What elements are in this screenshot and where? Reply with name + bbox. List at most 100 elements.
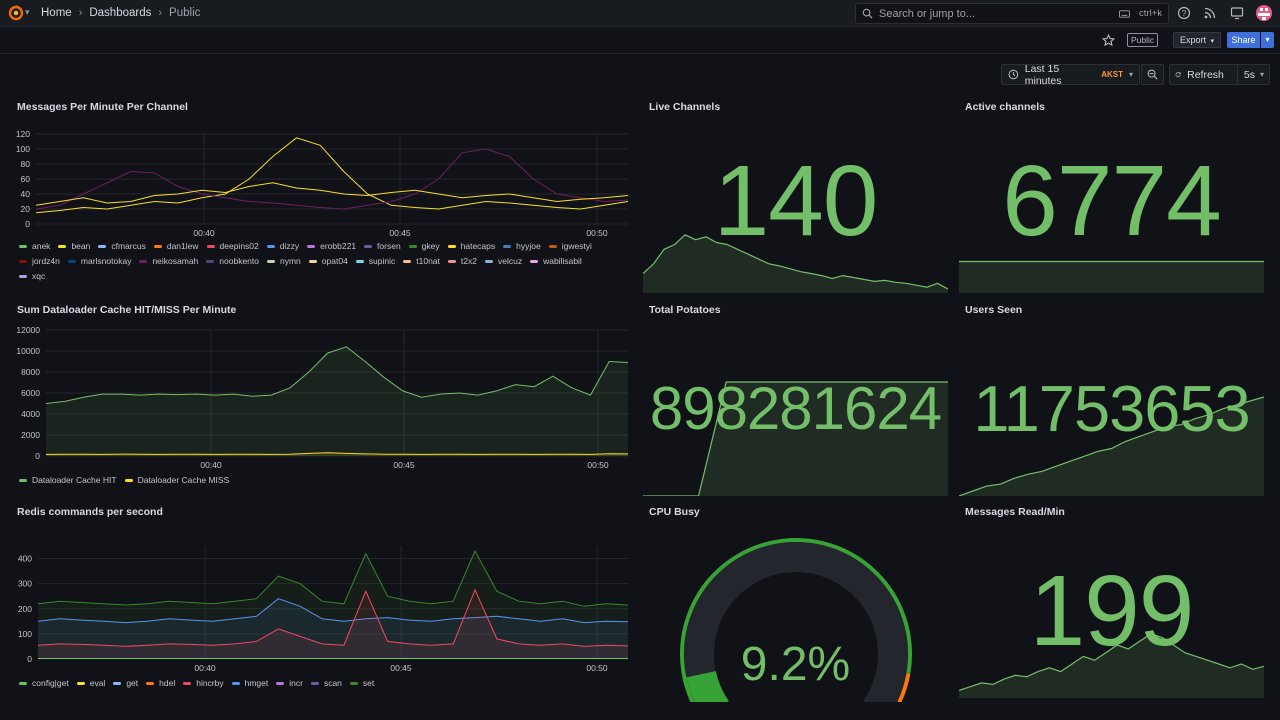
legend-item[interactable]: marlsnotokay — [67, 256, 132, 266]
monitor-icon[interactable] — [1230, 6, 1244, 20]
panel-title-live-channels[interactable]: Live Channels — [649, 101, 721, 113]
legend-label: marlsnotokay — [80, 256, 132, 266]
panel-title-messages-read[interactable]: Messages Read/Min — [965, 506, 1065, 518]
share-button[interactable]: Share — [1227, 32, 1260, 48]
legend-item[interactable]: hdel — [146, 678, 175, 688]
legend-item[interactable]: gkey — [408, 241, 440, 251]
legend-label: get — [126, 678, 139, 688]
legend-item[interactable]: supinic — [355, 256, 395, 266]
search-icon — [862, 8, 873, 19]
refresh-label: Refresh — [1187, 68, 1224, 81]
series-line[interactable] — [45, 452, 629, 455]
legend-item[interactable]: hatecaps — [447, 241, 496, 251]
panel-title-total-potatoes[interactable]: Total Potatoes — [649, 304, 721, 316]
legend-item[interactable]: noobkento — [206, 256, 259, 266]
redis-timeseries-chart[interactable]: 0 100 200 300 400 00:40 00:45 00:50 — [16, 540, 630, 675]
legend-item[interactable]: anek — [19, 241, 50, 251]
series-line[interactable] — [35, 148, 629, 210]
breadcrumb-dashboards[interactable]: Dashboards — [89, 7, 152, 19]
legend-item[interactable]: igwestyi — [548, 241, 592, 251]
legend-swatch — [349, 681, 358, 685]
legend-item[interactable]: eval — [76, 678, 105, 688]
legend-swatch — [206, 244, 215, 248]
series-line[interactable] — [35, 182, 629, 206]
legend-label: hyyjoe — [516, 241, 541, 251]
legend-item[interactable]: t10nat — [403, 256, 440, 266]
timezone-badge: AKST — [1101, 70, 1123, 79]
legend-swatch — [113, 681, 122, 685]
legend-item[interactable]: deepins02 — [206, 241, 259, 251]
legend-item[interactable]: Dataloader Cache HIT — [19, 475, 117, 485]
panel-title-users-seen[interactable]: Users Seen — [965, 304, 1023, 316]
panel-title-cpu-busy[interactable]: CPU Busy — [649, 506, 700, 518]
legend-item[interactable]: dan1lew — [153, 241, 199, 251]
legend-item[interactable]: neikosamah — [139, 256, 198, 266]
legend-item[interactable]: dizzy — [266, 241, 299, 251]
share-menu-chevron-icon[interactable]: ▾ — [1261, 32, 1274, 48]
series-line[interactable] — [37, 549, 629, 607]
keyboard-icon — [1119, 9, 1131, 18]
legend-item[interactable]: xqc — [19, 271, 45, 281]
series-line[interactable] — [37, 588, 629, 647]
zoom-out-button[interactable] — [1141, 64, 1164, 85]
legend-swatch — [267, 259, 275, 263]
legend-item[interactable]: bean — [58, 241, 90, 251]
legend-swatch — [548, 244, 557, 248]
legend-label: hatecaps — [460, 241, 496, 251]
legend-item[interactable]: hincrby — [183, 678, 224, 688]
legend-item[interactable]: opat04 — [308, 256, 348, 266]
cache-timeseries-chart[interactable]: 0 2000 4000 6000 8000 10000 12000 00:40 00:45 00:… — [16, 324, 630, 472]
y-tick-label: 4000 — [21, 409, 40, 419]
legend-item[interactable]: set — [349, 678, 374, 688]
refresh-interval-picker[interactable]: 5s ▾ — [1236, 65, 1264, 84]
legend-item[interactable]: wabilisabil — [530, 256, 582, 266]
refresh-interval-value: 5s — [1243, 68, 1255, 81]
top-nav: ▾ Home › Dashboards › Public Search or j… — [0, 0, 1280, 27]
sparkline-line — [643, 381, 948, 496]
y-tick-label: 0 — [25, 219, 30, 229]
series-line[interactable] — [35, 137, 629, 214]
time-range-picker[interactable]: Last 15 minutes AKST ▾ — [1001, 63, 1140, 87]
chevron-down-icon[interactable]: ▾ — [25, 7, 30, 17]
series-line[interactable] — [45, 346, 629, 404]
search-input[interactable]: Search or jump to... ctrl+k — [855, 3, 1169, 24]
legend-item[interactable]: t2x2 — [447, 256, 477, 266]
users-seen-sparkline — [959, 396, 1264, 496]
panel-title-active-channels[interactable]: Active channels — [965, 101, 1045, 113]
legend-label: forsen — [377, 241, 401, 251]
export-button[interactable]: Export ▾ — [1173, 32, 1222, 48]
series-line[interactable] — [37, 598, 629, 624]
messages-timeseries-chart[interactable]: 0 20 40 60 80 100 120 00:40 00:45 00:50 — [16, 128, 630, 240]
cpu-busy-gauge — [680, 538, 912, 702]
avatar[interactable] — [1256, 5, 1272, 21]
legend-item[interactable]: hyyjoe — [503, 241, 541, 251]
grafana-logo-icon[interactable] — [8, 5, 24, 21]
legend-swatch — [310, 681, 319, 685]
legend-item[interactable]: jordz4n — [19, 256, 60, 266]
y-tick-label: 10000 — [16, 346, 40, 356]
help-icon[interactable]: ? — [1177, 6, 1191, 20]
panel-title-messages[interactable]: Messages Per Minute Per Channel — [17, 101, 188, 113]
legend-swatch — [308, 259, 317, 263]
legend-item[interactable]: scan — [310, 678, 342, 688]
legend-item[interactable]: cfmarcus — [98, 241, 146, 251]
legend-item[interactable]: config|get — [19, 678, 69, 688]
panel-title-cache[interactable]: Sum Dataloader Cache HIT/MISS Per Minute — [17, 304, 237, 316]
panel-title-redis[interactable]: Redis commands per second — [17, 506, 163, 518]
legend-item[interactable]: hmget — [231, 678, 268, 688]
refresh-button[interactable]: Refresh 5s ▾ — [1169, 64, 1270, 85]
sparkline-area — [643, 382, 948, 496]
legend-item[interactable]: velcuz — [484, 256, 522, 266]
breadcrumb-current: Public — [169, 7, 201, 19]
y-tick-label: 100 — [18, 629, 32, 639]
legend-item[interactable]: forsen — [364, 241, 401, 251]
series-area — [46, 346, 628, 456]
legend-item[interactable]: nymn — [267, 256, 301, 266]
legend-item[interactable]: Dataloader Cache MISS — [124, 475, 229, 485]
star-icon[interactable] — [1102, 34, 1115, 47]
legend-item[interactable]: erobb221 — [307, 241, 356, 251]
legend-item[interactable]: incr — [276, 678, 303, 688]
news-rss-icon[interactable] — [1203, 6, 1217, 20]
breadcrumb-home[interactable]: Home — [41, 7, 72, 19]
legend-item[interactable]: get — [113, 678, 138, 688]
